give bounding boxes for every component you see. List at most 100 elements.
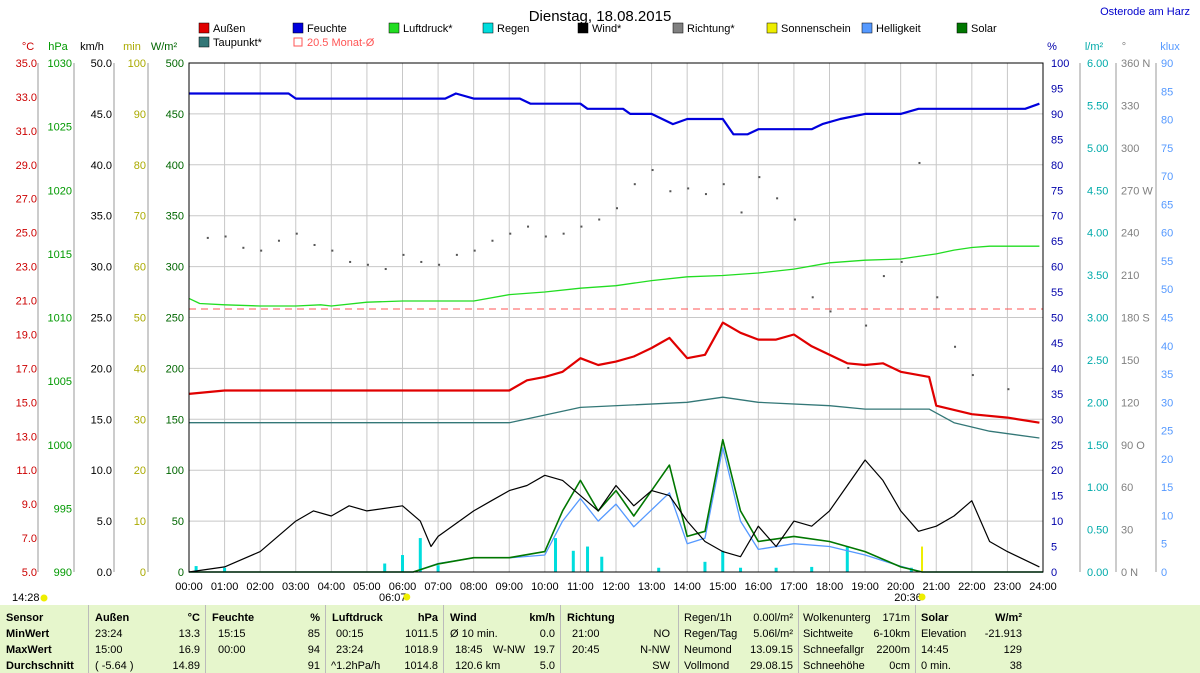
axis-tick-label: 10: [1051, 516, 1063, 528]
stats-header-celsius: °C: [187, 612, 200, 624]
axis-tick-label: 50: [172, 516, 184, 528]
axis-tick-label: 300: [1121, 143, 1139, 155]
direction-dot: [295, 232, 298, 235]
axis-tick-label: 30: [1161, 397, 1173, 409]
rain-bar: [436, 565, 440, 572]
axis-tick-label: 25: [1161, 426, 1173, 438]
axis-tick-label: 29.0: [16, 160, 37, 172]
axis-tick-label: 4.50: [1087, 185, 1108, 197]
legend-swatch: [482, 22, 494, 34]
axis-tick-label: 45: [1161, 313, 1173, 325]
rain-bar: [739, 567, 743, 572]
stats-cell: 1018.9: [404, 644, 438, 656]
direction-dot: [616, 207, 618, 210]
axis-tick-label: 35.0: [16, 58, 37, 70]
axis-tick-label: 85: [1051, 134, 1063, 146]
stats-cell: 5.0: [539, 660, 555, 672]
axis-tick-label: 5.50: [1087, 100, 1108, 112]
series-line-wind: [188, 459, 1040, 573]
axis-tick-label: 120: [1121, 397, 1139, 409]
stats-cell: Ø 10 min.: [450, 628, 498, 640]
extra2-label: Schneefallgr: [803, 644, 865, 656]
axis-tick-label: 40: [1161, 341, 1173, 353]
legend-label: Feuchte: [307, 23, 347, 35]
direction-dot: [865, 324, 868, 327]
axis-tick-label: 19.0: [16, 329, 37, 341]
axis-tick-label: 35.0: [91, 211, 112, 223]
rain-bar: [194, 566, 198, 572]
rain-bar: [383, 563, 387, 572]
axis-tick-label: 90 O: [1121, 440, 1145, 452]
stats-cell: 1014.8: [404, 660, 438, 672]
x-tick-label: 20:00: [887, 581, 915, 593]
stats-cell: 15:15: [218, 628, 246, 640]
axis-tick-label: 995: [54, 503, 72, 515]
legend-label: Außen: [213, 23, 245, 35]
weather-chart: Dienstag, 18.08.2015 Osterode am Harz Auße…: [12, 6, 1190, 604]
stats-cell: 1011.5: [405, 628, 438, 640]
series-line-feuchte: [189, 92, 1040, 136]
x-tick-label: 04:00: [318, 581, 346, 593]
extra1-value: 5.06l/m²: [753, 628, 793, 640]
extra1-label: Regen/Tag: [684, 628, 738, 640]
axis-tick-label: 45: [1051, 338, 1063, 350]
rain-bar: [703, 561, 707, 572]
direction-dot: [651, 169, 654, 172]
extra1-label: Vollmond: [684, 660, 730, 672]
stats-cell: ^1.2hPa/h: [331, 660, 381, 672]
stats-header-wind: Wind: [450, 612, 477, 624]
axis-tick-label: 5.00: [1087, 143, 1108, 155]
stats-cell: 23:24: [95, 628, 123, 640]
x-tick-label: 18:00: [816, 581, 844, 593]
axis-tick-label: 50: [134, 313, 146, 325]
rain-bar: [600, 556, 604, 572]
extra2-label: Sichtweite: [803, 628, 854, 640]
stats-header-hpa: hPa: [417, 612, 438, 624]
axis-tick-label: 0: [1051, 567, 1057, 579]
stats-cell: NO: [653, 628, 671, 640]
sunrise-icon: [403, 593, 411, 601]
direction-dot: [918, 161, 921, 164]
direction-dot: [366, 263, 369, 266]
x-tick-label: 23:00: [994, 581, 1022, 593]
axis-tick-label: 20: [1051, 465, 1063, 477]
axis-tick-label: 270 W: [1121, 185, 1153, 197]
solar-unit: W/m²: [995, 612, 1022, 624]
axis-tick-label: 60: [134, 262, 146, 274]
axis-tick-label: 60: [1121, 482, 1133, 494]
sun-icon: [40, 594, 48, 602]
axis-tick-label: 20.0: [91, 363, 112, 375]
axis-tick-label: 25.0: [91, 313, 112, 325]
extra2-value: 171m: [882, 612, 910, 624]
legend-label: Solar: [971, 23, 997, 35]
rain-bar: [554, 538, 558, 572]
axis-tick-label: 0.00: [1087, 567, 1108, 579]
axis-unit-label: %: [1047, 41, 1057, 53]
direction-dot: [722, 183, 725, 186]
solar-label: 14:45: [921, 644, 949, 656]
x-tick-label: 16:00: [745, 581, 773, 593]
x-tick-label: 21:00: [922, 581, 950, 593]
direction-dot: [384, 268, 387, 271]
x-tick-label: 17:00: [780, 581, 808, 593]
axis-tick-label: 200: [166, 363, 184, 375]
stats-cell: SW: [652, 660, 670, 672]
solar-value: -21.913: [984, 628, 1022, 640]
axis-tick-label: 0.50: [1087, 525, 1108, 537]
sunset-icon: [918, 593, 926, 601]
direction-dot: [847, 366, 850, 369]
chart-title: Dienstag, 18.08.2015: [529, 8, 672, 25]
axis-tick-label: 0: [178, 567, 184, 579]
series-line-taupunkt: [189, 396, 1040, 439]
axis-tick-label: 3.00: [1087, 313, 1108, 325]
stats-cell: 00:15: [336, 628, 364, 640]
x-tick-label: 10:00: [531, 581, 559, 593]
direction-dot: [242, 246, 245, 249]
plot-frame: [188, 62, 1044, 573]
extra1-value: 29.08.15: [750, 660, 793, 672]
axis-tick-label: 25.0: [16, 228, 37, 240]
stats-cell: 14.89: [172, 660, 200, 672]
stats-cell: 13.3: [178, 628, 200, 640]
axis-tick-label: 450: [166, 109, 184, 121]
axis-tick-label: 7.0: [22, 533, 37, 545]
